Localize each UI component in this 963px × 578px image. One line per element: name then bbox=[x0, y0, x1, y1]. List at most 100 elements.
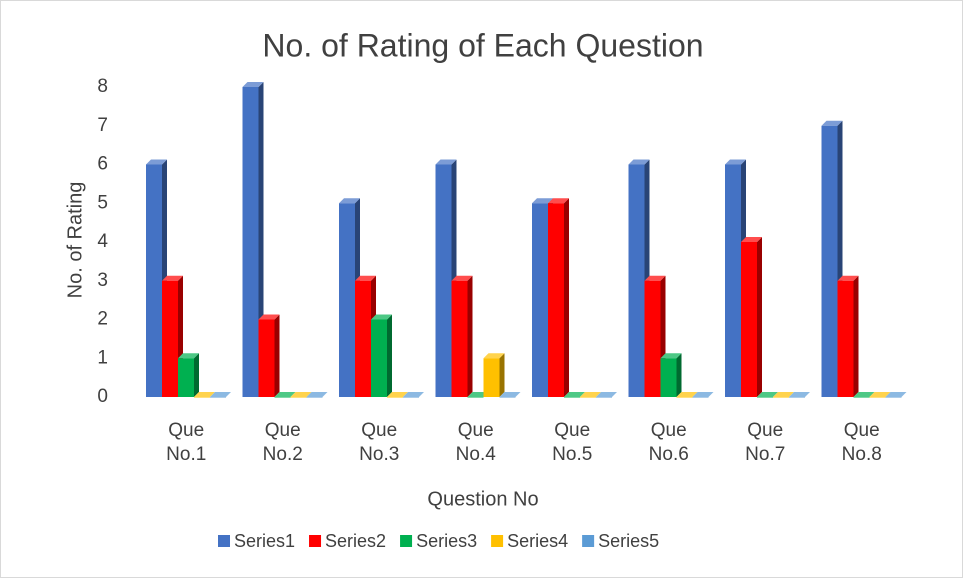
legend-swatch bbox=[309, 535, 322, 547]
bar bbox=[580, 392, 601, 398]
bar-front bbox=[644, 280, 661, 397]
bar-side bbox=[194, 353, 199, 397]
bar bbox=[692, 392, 714, 398]
bar bbox=[467, 392, 489, 398]
bar-side bbox=[676, 353, 682, 397]
bar-front bbox=[451, 280, 468, 397]
y-tick-label: 3 bbox=[97, 270, 108, 291]
bar-front bbox=[580, 397, 596, 398]
bar-front bbox=[853, 397, 870, 398]
bar-front bbox=[660, 358, 677, 397]
bar-top bbox=[339, 198, 360, 204]
bar bbox=[483, 353, 505, 397]
bar bbox=[194, 392, 215, 398]
bar-top bbox=[660, 353, 682, 359]
y-tick-label: 5 bbox=[97, 192, 108, 213]
bar-top bbox=[435, 159, 457, 165]
legend-label: Series5 bbox=[598, 531, 659, 551]
bar bbox=[660, 353, 682, 397]
bar-front bbox=[467, 397, 484, 398]
bar bbox=[290, 392, 312, 398]
bar bbox=[178, 353, 199, 397]
y-tick-label: 6 bbox=[97, 154, 108, 175]
bar-front bbox=[435, 164, 452, 397]
bar-front bbox=[821, 125, 838, 397]
bar bbox=[853, 392, 875, 398]
bar-front bbox=[499, 397, 516, 398]
bar bbox=[306, 392, 328, 398]
x-tick-label: Que No.1 bbox=[166, 420, 207, 465]
bar bbox=[371, 314, 392, 397]
legend-label: Series3 bbox=[416, 531, 477, 551]
bar-top bbox=[741, 237, 762, 242]
bar-top bbox=[355, 275, 376, 281]
bar-side bbox=[499, 353, 505, 397]
bar bbox=[596, 392, 617, 398]
bar-top bbox=[306, 392, 328, 397]
bar-front bbox=[757, 397, 773, 398]
bar-front bbox=[692, 397, 709, 398]
bar-top bbox=[162, 275, 183, 281]
bar-top bbox=[532, 198, 553, 204]
x-tick-label: Que No.8 bbox=[841, 420, 882, 465]
bar-side bbox=[564, 198, 569, 397]
bar-front bbox=[274, 397, 291, 398]
bar bbox=[741, 237, 762, 397]
bar-front bbox=[242, 87, 259, 397]
bar-front bbox=[162, 280, 178, 397]
bar-front bbox=[596, 397, 612, 398]
bar-front bbox=[548, 203, 564, 397]
bar bbox=[258, 314, 280, 397]
bar bbox=[403, 392, 424, 398]
bar-top bbox=[564, 392, 585, 397]
bar-front bbox=[773, 397, 789, 398]
bar-top bbox=[194, 392, 215, 397]
bar bbox=[162, 275, 183, 397]
bar-top bbox=[483, 353, 505, 359]
bar-front bbox=[789, 397, 805, 398]
legend-label: Series1 bbox=[234, 531, 295, 551]
bar-front bbox=[676, 397, 693, 398]
bar-top bbox=[146, 159, 167, 165]
x-tick-label: Que No.2 bbox=[262, 420, 303, 465]
bar-side bbox=[467, 275, 473, 397]
bar-front bbox=[403, 397, 419, 398]
y-tick-label: 0 bbox=[97, 386, 108, 407]
bar-front bbox=[178, 358, 194, 397]
bar-front bbox=[387, 397, 403, 398]
legend-swatch bbox=[400, 535, 413, 547]
bar-top bbox=[242, 82, 264, 87]
bar-front bbox=[290, 397, 307, 398]
y-tick-label: 8 bbox=[97, 76, 108, 97]
bar-top bbox=[387, 392, 408, 397]
bar-front bbox=[146, 164, 162, 397]
bar-front bbox=[725, 164, 741, 397]
bar-top bbox=[403, 392, 424, 397]
bar-top bbox=[548, 198, 569, 204]
bar bbox=[564, 392, 585, 398]
bar bbox=[499, 392, 521, 398]
bar-side bbox=[274, 314, 280, 397]
bar bbox=[274, 392, 296, 398]
bar-front bbox=[371, 319, 387, 397]
y-tick-label: 2 bbox=[97, 309, 108, 330]
bar bbox=[387, 392, 408, 398]
y-tick-label: 4 bbox=[97, 231, 108, 252]
x-tick-label: Que No.6 bbox=[648, 420, 689, 465]
bar-top bbox=[178, 353, 199, 359]
bar-top bbox=[757, 392, 778, 397]
bar-side bbox=[757, 237, 762, 397]
bar-front bbox=[306, 397, 323, 398]
bar-top bbox=[580, 392, 601, 397]
legend-swatch bbox=[218, 535, 230, 547]
bar bbox=[451, 275, 473, 397]
y-axis-title: No. of Rating bbox=[64, 182, 86, 299]
bar-top bbox=[773, 392, 794, 397]
bar-top bbox=[821, 120, 843, 126]
bar bbox=[773, 392, 794, 398]
bar-front bbox=[339, 203, 355, 397]
bar-top bbox=[692, 392, 714, 397]
x-tick-label: Que No.7 bbox=[745, 420, 786, 465]
